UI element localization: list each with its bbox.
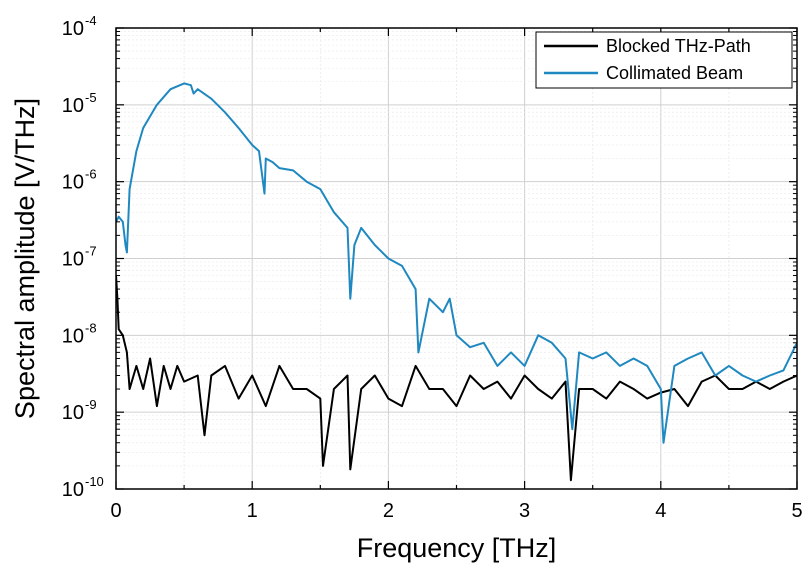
x-tick-label: 5 (791, 500, 802, 522)
y-tick-label: 10 (62, 95, 84, 117)
y-tick-label: 10 (62, 249, 84, 271)
legend-label-blocked-thz-path: Blocked THz-Path (606, 36, 751, 56)
y-tick-label: 10 (62, 402, 84, 424)
x-tick-label: 2 (383, 500, 394, 522)
x-tick-label: 4 (655, 500, 666, 522)
legend: Blocked THz-Path Collimated Beam (535, 31, 793, 89)
y-tick-exponent: -4 (85, 13, 97, 28)
x-axis-tick-labels: 0 1 2 3 4 5 (110, 500, 802, 522)
y-tick-exponent: -7 (85, 244, 97, 259)
x-axis-title: Frequency [THz] (357, 533, 557, 563)
x-tick-label: 3 (519, 500, 530, 522)
y-tick-exponent: -8 (85, 320, 97, 335)
y-tick-exponent: -10 (85, 474, 104, 489)
y-tick-exponent: -5 (85, 90, 97, 105)
axis-ticks (115, 27, 798, 490)
legend-label-collimated-beam: Collimated Beam (606, 63, 743, 83)
y-tick-exponent: -6 (85, 167, 97, 182)
x-tick-label: 0 (110, 500, 121, 522)
legend-box (535, 31, 793, 89)
grid (116, 28, 797, 489)
series-line-collimated-beam (116, 82, 797, 444)
plot-series (116, 82, 797, 482)
y-tick-label: 10 (62, 172, 84, 194)
series-line-blocked-thz-path (116, 275, 797, 482)
y-axis-title: Spectral amplitude [V/THz] (10, 98, 40, 419)
y-tick-label: 10 (62, 325, 84, 347)
y-tick-label: 10 (62, 18, 84, 40)
y-tick-exponent: -9 (85, 397, 97, 412)
x-tick-label: 1 (247, 500, 258, 522)
y-tick-label: 10 (62, 479, 84, 501)
